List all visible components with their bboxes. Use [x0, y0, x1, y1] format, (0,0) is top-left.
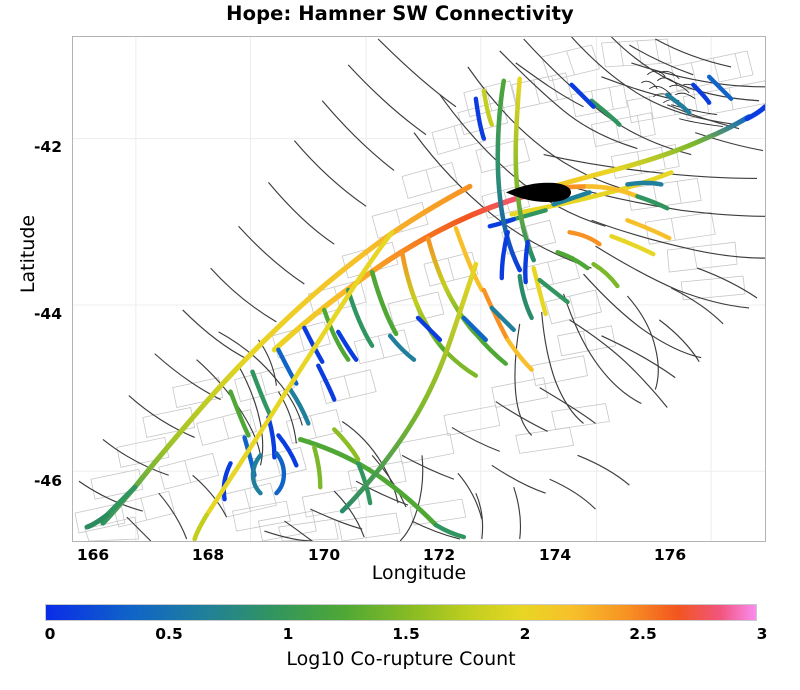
- source-fault-marker: [505, 182, 572, 203]
- x-tick-label: 174: [538, 546, 572, 564]
- colorbar-tick-label: 0: [44, 625, 56, 643]
- x-tick-label: 170: [307, 546, 341, 564]
- colorbar-tick-label: 1: [282, 625, 294, 643]
- colorbar-tick-label: 0.5: [155, 625, 183, 643]
- fault-network-map: [73, 37, 765, 541]
- x-tick-label: 176: [653, 546, 687, 564]
- y-axis-label: Latitude: [17, 214, 39, 294]
- colorbar-tick-label: 1.5: [392, 625, 420, 643]
- colorbar-tick-label: 2.5: [629, 625, 657, 643]
- x-axis-label: Longitude: [371, 562, 467, 584]
- map-plot-area[interactable]: [72, 36, 766, 542]
- y-tick-label: -44: [33, 305, 62, 323]
- colorbar-tick-label: 2: [519, 625, 531, 643]
- fault-trace-lines: [78, 37, 765, 541]
- x-tick-label: 172: [422, 546, 456, 564]
- x-tick-label: 166: [76, 546, 110, 564]
- colorbar[interactable]: [45, 604, 757, 621]
- page-title: Hope: Hamner SW Connectivity: [226, 2, 574, 25]
- grid-lines: [73, 37, 765, 541]
- y-tick-label: -46: [33, 472, 62, 490]
- colorbar-tick-label: 3: [756, 625, 768, 643]
- x-tick-label: 168: [191, 546, 225, 564]
- fault-surface-polygons: [74, 38, 765, 541]
- y-tick-label: -42: [33, 138, 62, 156]
- corupture-colored-traces: [84, 74, 765, 541]
- colorbar-label: Log10 Co-rupture Count: [286, 648, 516, 670]
